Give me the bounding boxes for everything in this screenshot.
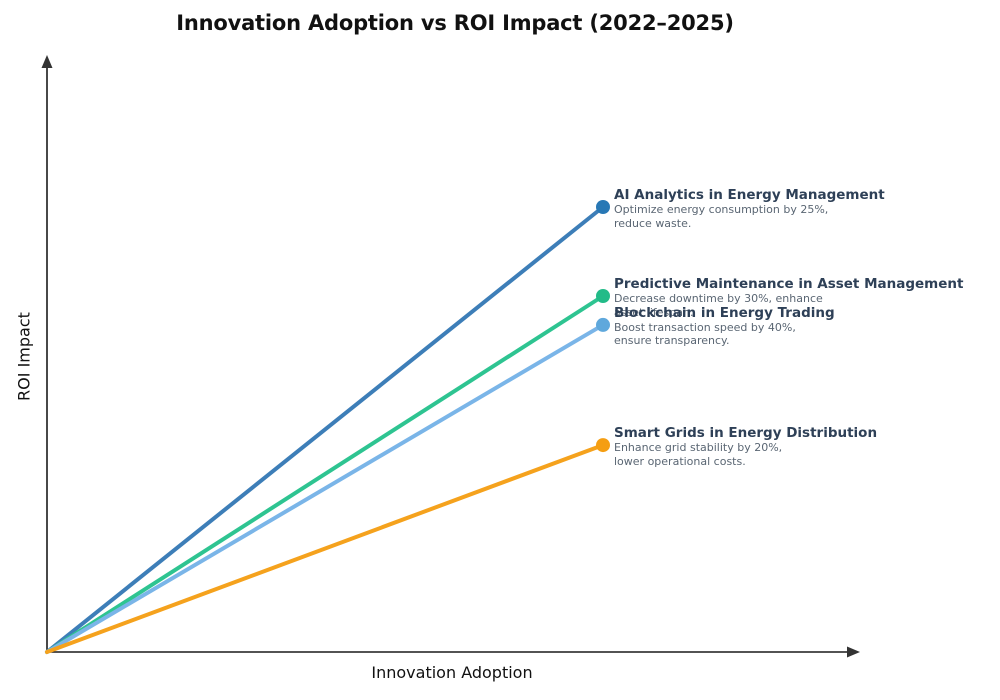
series-dot-3 bbox=[596, 438, 610, 453]
chart-title: Innovation Adoption vs ROI Impact (2022–… bbox=[176, 11, 734, 35]
series-dot-1 bbox=[596, 289, 610, 303]
x-axis-label: Innovation Adoption bbox=[371, 663, 533, 682]
series-annotation-ai-analytics: AI Analytics in Energy Management Optimi… bbox=[614, 187, 994, 230]
series-annotation-predictive-maintenance: Predictive Maintenance in Asset Manageme… bbox=[614, 276, 994, 319]
series-annotation-blockchain: Blockchain in Energy Trading Boost trans… bbox=[614, 305, 994, 348]
series-description-line: lower operational costs. bbox=[614, 454, 746, 468]
series-description-line: Optimize energy consumption by 25%, bbox=[614, 203, 829, 216]
y-axis-arrow-icon bbox=[41, 55, 53, 68]
series-description-line: Decrease downtime by 30%, enhance bbox=[614, 292, 823, 305]
series-dot-2 bbox=[596, 317, 610, 332]
series-description-line: Boost transaction speed by 40%, bbox=[614, 320, 796, 334]
series-description-line: ensure transparency. bbox=[614, 334, 730, 348]
series-label: AI Analytics in Energy Management bbox=[614, 187, 885, 203]
series-description-line: asset lifespan. bbox=[614, 305, 694, 319]
series-line-3 bbox=[45, 443, 605, 654]
series-description-line: Enhance grid stability by 20%, bbox=[614, 441, 783, 455]
series-label: Blockchain in Energy Trading bbox=[614, 304, 835, 321]
series-line-0 bbox=[45, 205, 605, 654]
y-axis-label: ROI Impact bbox=[14, 312, 34, 401]
series-line-1 bbox=[45, 294, 605, 654]
series-label: Smart Grids in Energy Distribution bbox=[614, 425, 878, 442]
series-annotation-smart-grids: Smart Grids in Energy Distribution Enhan… bbox=[614, 425, 994, 468]
series-description-line: reduce waste. bbox=[614, 216, 692, 230]
series-line-2 bbox=[45, 322, 605, 654]
series-dot-0 bbox=[596, 200, 610, 214]
series-label: Predictive Maintenance in Asset Manageme… bbox=[614, 276, 964, 292]
x-axis-arrow-icon bbox=[847, 646, 860, 658]
